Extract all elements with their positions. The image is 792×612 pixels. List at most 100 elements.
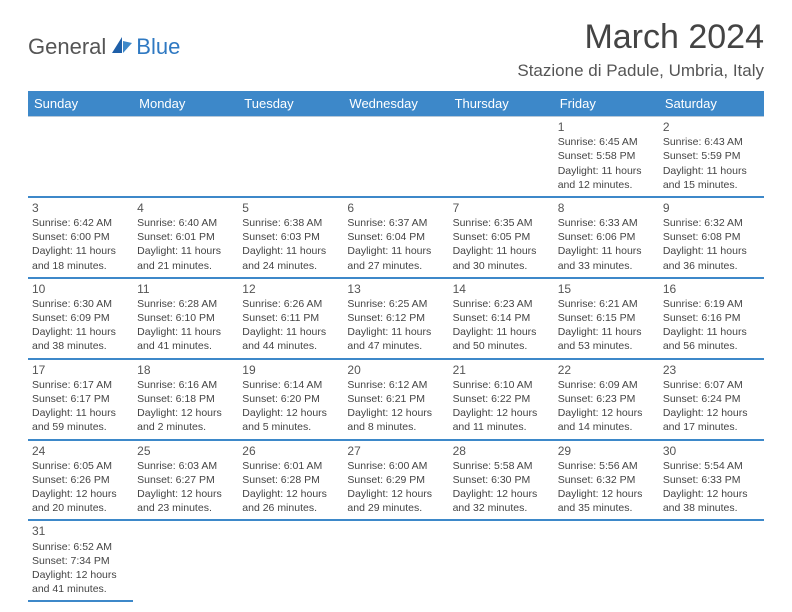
calendar-cell: 30Sunrise: 5:54 AMSunset: 6:33 PMDayligh… <box>659 440 764 521</box>
calendar-cell: 9Sunrise: 6:32 AMSunset: 6:08 PMDaylight… <box>659 197 764 278</box>
day-number: 27 <box>347 443 444 459</box>
calendar-cell: 14Sunrise: 6:23 AMSunset: 6:14 PMDayligh… <box>449 278 554 359</box>
daylight-line: Daylight: 11 hours and 56 minutes. <box>663 325 760 353</box>
day-number: 21 <box>453 362 550 378</box>
sunset-line: Sunset: 6:21 PM <box>347 392 444 406</box>
calendar-cell: 31Sunrise: 6:52 AMSunset: 7:34 PMDayligh… <box>28 520 133 601</box>
sunrise-line: Sunrise: 6:33 AM <box>558 216 655 230</box>
day-number: 31 <box>32 523 129 539</box>
calendar-cell: 8Sunrise: 6:33 AMSunset: 6:06 PMDaylight… <box>554 197 659 278</box>
sunset-line: Sunset: 6:00 PM <box>32 230 129 244</box>
daylight-line: Daylight: 12 hours and 11 minutes. <box>453 406 550 434</box>
day-number: 17 <box>32 362 129 378</box>
calendar-cell: 2Sunrise: 6:43 AMSunset: 5:59 PMDaylight… <box>659 117 764 197</box>
daylight-line: Daylight: 12 hours and 35 minutes. <box>558 487 655 515</box>
sunset-line: Sunset: 6:24 PM <box>663 392 760 406</box>
sunset-line: Sunset: 6:05 PM <box>453 230 550 244</box>
sunset-line: Sunset: 6:14 PM <box>453 311 550 325</box>
calendar-head: SundayMondayTuesdayWednesdayThursdayFrid… <box>28 91 764 117</box>
daylight-line: Daylight: 11 hours and 44 minutes. <box>242 325 339 353</box>
sunset-line: Sunset: 6:17 PM <box>32 392 129 406</box>
day-number: 16 <box>663 281 760 297</box>
day-number: 4 <box>137 200 234 216</box>
calendar-cell: 22Sunrise: 6:09 AMSunset: 6:23 PMDayligh… <box>554 359 659 440</box>
daylight-line: Daylight: 12 hours and 2 minutes. <box>137 406 234 434</box>
weekday-header: Monday <box>133 91 238 117</box>
calendar-cell <box>133 117 238 197</box>
calendar-cell: 24Sunrise: 6:05 AMSunset: 6:26 PMDayligh… <box>28 440 133 521</box>
sunrise-line: Sunrise: 6:37 AM <box>347 216 444 230</box>
day-number: 24 <box>32 443 129 459</box>
daylight-line: Daylight: 11 hours and 53 minutes. <box>558 325 655 353</box>
day-number: 6 <box>347 200 444 216</box>
day-number: 8 <box>558 200 655 216</box>
logo-text-blue: Blue <box>136 34 180 60</box>
daylight-line: Daylight: 11 hours and 27 minutes. <box>347 244 444 272</box>
header: General Blue March 2024 Stazione di Padu… <box>28 18 764 81</box>
sunset-line: Sunset: 6:22 PM <box>453 392 550 406</box>
sunrise-line: Sunrise: 6:35 AM <box>453 216 550 230</box>
sunrise-line: Sunrise: 6:45 AM <box>558 135 655 149</box>
calendar-cell: 13Sunrise: 6:25 AMSunset: 6:12 PMDayligh… <box>343 278 448 359</box>
calendar-table: SundayMondayTuesdayWednesdayThursdayFrid… <box>28 91 764 602</box>
sunset-line: Sunset: 6:32 PM <box>558 473 655 487</box>
daylight-line: Daylight: 12 hours and 38 minutes. <box>663 487 760 515</box>
sunset-line: Sunset: 6:15 PM <box>558 311 655 325</box>
sail-icon <box>110 35 134 60</box>
weekday-header: Sunday <box>28 91 133 117</box>
daylight-line: Daylight: 12 hours and 32 minutes. <box>453 487 550 515</box>
day-number: 13 <box>347 281 444 297</box>
sunset-line: Sunset: 6:01 PM <box>137 230 234 244</box>
daylight-line: Daylight: 11 hours and 36 minutes. <box>663 244 760 272</box>
sunrise-line: Sunrise: 5:58 AM <box>453 459 550 473</box>
weekday-header: Friday <box>554 91 659 117</box>
weekday-header: Tuesday <box>238 91 343 117</box>
sunrise-line: Sunrise: 6:42 AM <box>32 216 129 230</box>
daylight-line: Daylight: 11 hours and 38 minutes. <box>32 325 129 353</box>
sunset-line: Sunset: 6:33 PM <box>663 473 760 487</box>
sunset-line: Sunset: 6:06 PM <box>558 230 655 244</box>
day-number: 11 <box>137 281 234 297</box>
calendar-cell <box>449 520 554 601</box>
location: Stazione di Padule, Umbria, Italy <box>517 61 764 81</box>
sunset-line: Sunset: 6:30 PM <box>453 473 550 487</box>
calendar-cell: 7Sunrise: 6:35 AMSunset: 6:05 PMDaylight… <box>449 197 554 278</box>
calendar-cell: 21Sunrise: 6:10 AMSunset: 6:22 PMDayligh… <box>449 359 554 440</box>
daylight-line: Daylight: 11 hours and 24 minutes. <box>242 244 339 272</box>
sunrise-line: Sunrise: 5:56 AM <box>558 459 655 473</box>
sunrise-line: Sunrise: 6:30 AM <box>32 297 129 311</box>
sunrise-line: Sunrise: 6:38 AM <box>242 216 339 230</box>
calendar-cell: 15Sunrise: 6:21 AMSunset: 6:15 PMDayligh… <box>554 278 659 359</box>
calendar-cell: 11Sunrise: 6:28 AMSunset: 6:10 PMDayligh… <box>133 278 238 359</box>
day-number: 28 <box>453 443 550 459</box>
sunset-line: Sunset: 5:59 PM <box>663 149 760 163</box>
day-number: 30 <box>663 443 760 459</box>
sunrise-line: Sunrise: 6:12 AM <box>347 378 444 392</box>
sunset-line: Sunset: 6:29 PM <box>347 473 444 487</box>
sunset-line: Sunset: 6:16 PM <box>663 311 760 325</box>
sunrise-line: Sunrise: 6:19 AM <box>663 297 760 311</box>
sunset-line: Sunset: 7:34 PM <box>32 554 129 568</box>
calendar-cell: 4Sunrise: 6:40 AMSunset: 6:01 PMDaylight… <box>133 197 238 278</box>
sunrise-line: Sunrise: 6:10 AM <box>453 378 550 392</box>
day-number: 18 <box>137 362 234 378</box>
calendar-cell: 5Sunrise: 6:38 AMSunset: 6:03 PMDaylight… <box>238 197 343 278</box>
weekday-header: Saturday <box>659 91 764 117</box>
daylight-line: Daylight: 11 hours and 30 minutes. <box>453 244 550 272</box>
day-number: 5 <box>242 200 339 216</box>
sunset-line: Sunset: 6:09 PM <box>32 311 129 325</box>
sunset-line: Sunset: 6:20 PM <box>242 392 339 406</box>
calendar-cell: 20Sunrise: 6:12 AMSunset: 6:21 PMDayligh… <box>343 359 448 440</box>
sunrise-line: Sunrise: 6:09 AM <box>558 378 655 392</box>
weekday-header: Thursday <box>449 91 554 117</box>
daylight-line: Daylight: 12 hours and 41 minutes. <box>32 568 129 596</box>
day-number: 1 <box>558 119 655 135</box>
sunrise-line: Sunrise: 6:32 AM <box>663 216 760 230</box>
sunrise-line: Sunrise: 6:03 AM <box>137 459 234 473</box>
sunrise-line: Sunrise: 5:54 AM <box>663 459 760 473</box>
calendar-cell: 12Sunrise: 6:26 AMSunset: 6:11 PMDayligh… <box>238 278 343 359</box>
logo-text-general: General <box>28 34 106 60</box>
daylight-line: Daylight: 12 hours and 14 minutes. <box>558 406 655 434</box>
sunrise-line: Sunrise: 6:21 AM <box>558 297 655 311</box>
calendar-cell: 17Sunrise: 6:17 AMSunset: 6:17 PMDayligh… <box>28 359 133 440</box>
